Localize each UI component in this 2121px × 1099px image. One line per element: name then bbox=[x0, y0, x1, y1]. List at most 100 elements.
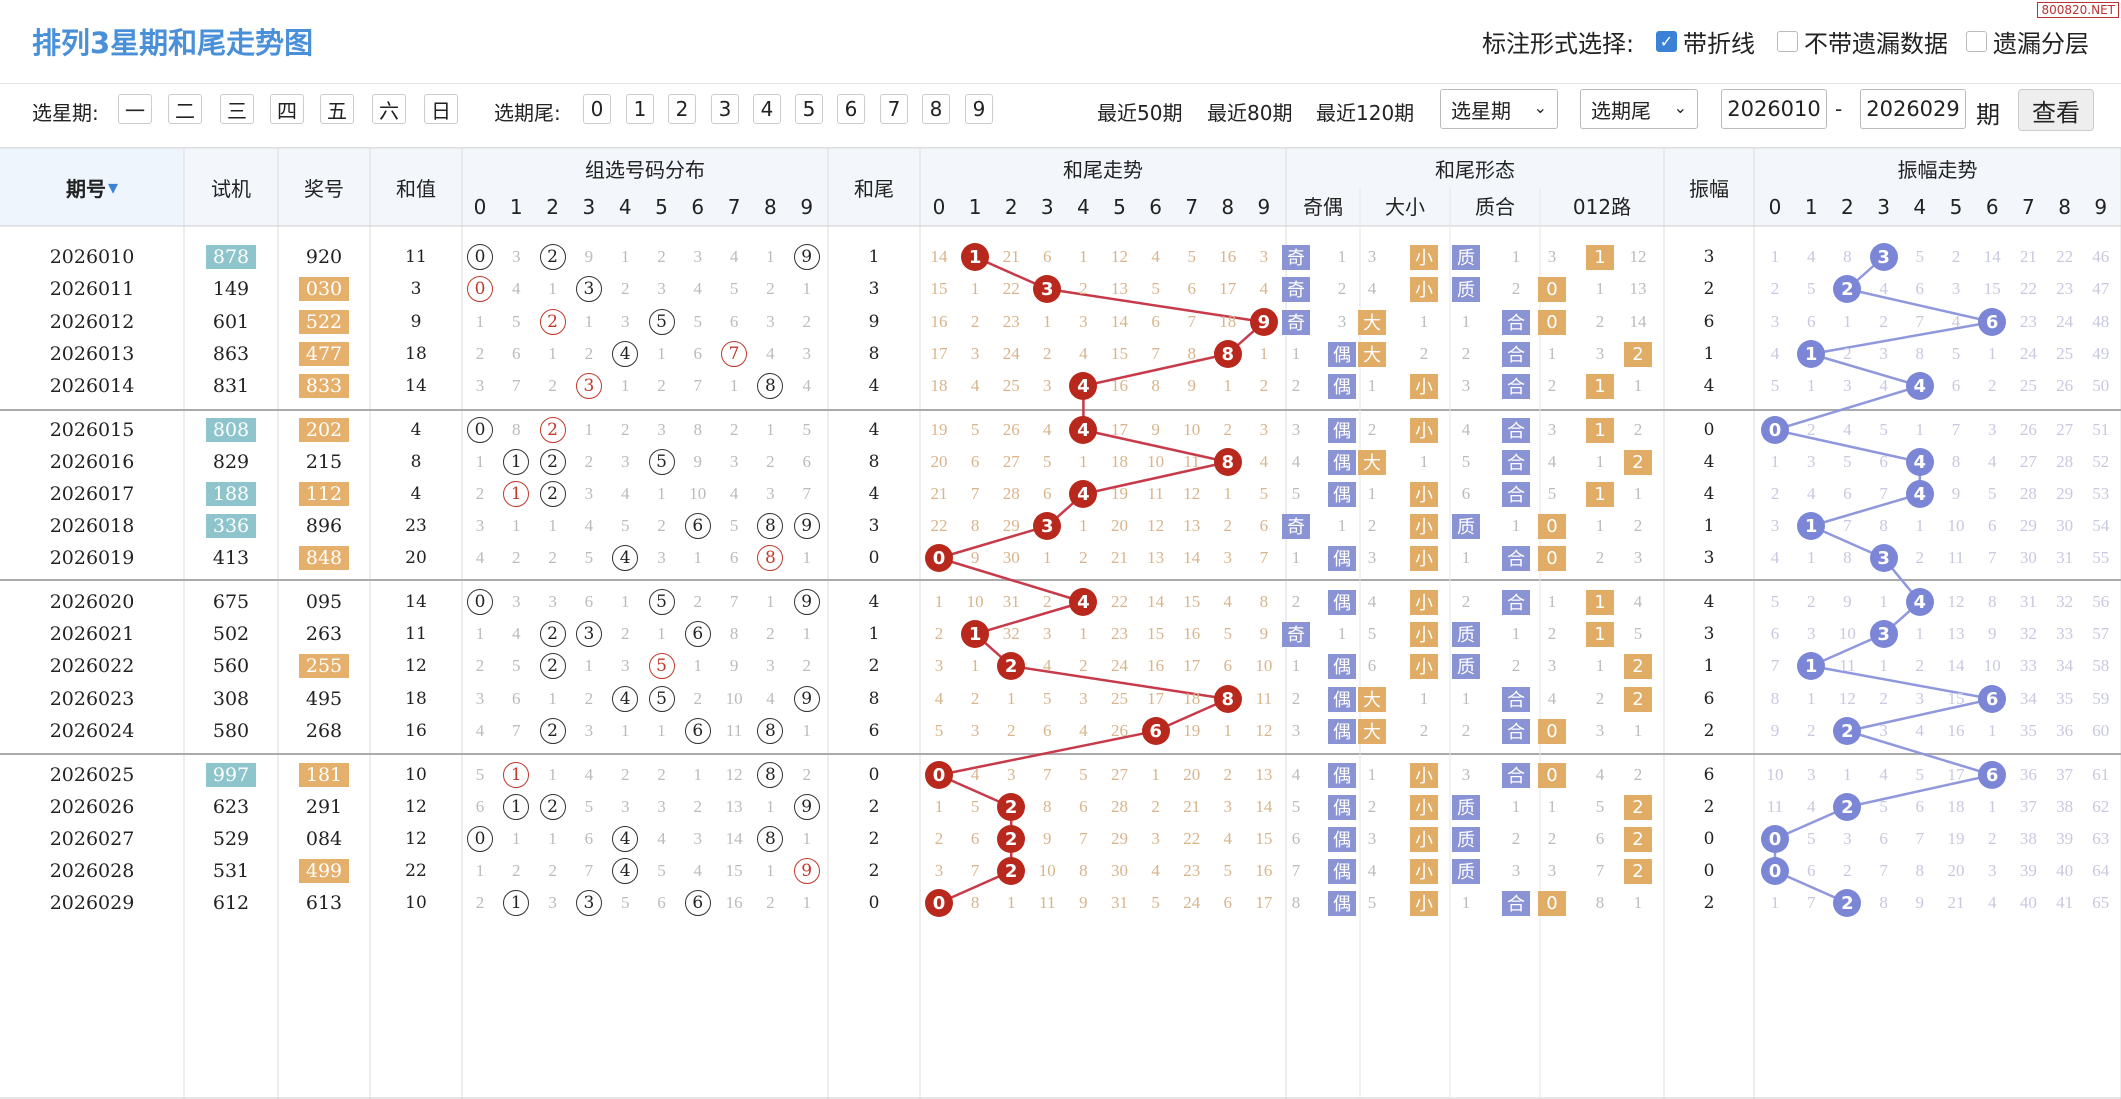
trend-ball: 3 bbox=[1033, 275, 1062, 303]
trend-cell: 7 bbox=[1175, 306, 1209, 338]
amp-miss: 6 bbox=[1806, 312, 1816, 331]
trial-cell: 997 bbox=[184, 759, 278, 791]
form-cell: 2 bbox=[1356, 414, 1388, 446]
amp-miss: 4 bbox=[1770, 548, 1780, 567]
group-cell: 1 bbox=[681, 759, 715, 791]
form-miss: 3 bbox=[1547, 247, 1557, 266]
weekday-select[interactable]: 选星期 ⌄ bbox=[1440, 89, 1558, 129]
tail-button-7[interactable]: 7 bbox=[880, 94, 908, 124]
weekday-button-2[interactable]: 二 bbox=[168, 94, 202, 124]
amp-miss: 15 bbox=[1983, 279, 2001, 298]
trend-miss: 23 bbox=[1002, 312, 1020, 331]
group-miss: 4 bbox=[729, 247, 739, 266]
weekday-button-4[interactable]: 四 bbox=[270, 94, 304, 124]
from-issue-input[interactable]: 2026010 bbox=[1721, 89, 1827, 129]
checkbox-checked-icon[interactable]: ✓ bbox=[1656, 31, 1677, 52]
trend-cell: 3 bbox=[1030, 618, 1064, 650]
tail-button-0[interactable]: 0 bbox=[583, 94, 611, 124]
prize-cell: 181 bbox=[278, 759, 370, 791]
trend-cell: 19 bbox=[1103, 478, 1137, 510]
prize-value: 848 bbox=[298, 546, 350, 570]
prize-value: 613 bbox=[305, 892, 343, 914]
tail-button-8[interactable]: 8 bbox=[922, 94, 950, 124]
amp-miss: 2 bbox=[1770, 484, 1780, 503]
group-miss: 3 bbox=[729, 452, 739, 471]
group-miss: 1 bbox=[802, 548, 811, 567]
tail-button-5[interactable]: 5 bbox=[795, 94, 823, 124]
weekday-button-7[interactable]: 日 bbox=[424, 94, 458, 124]
trend-cell: 4 bbox=[1066, 586, 1100, 618]
form-tag: 合 bbox=[1502, 417, 1530, 443]
form-cell: 2 bbox=[1280, 683, 1312, 715]
query-button[interactable]: 查看 bbox=[2018, 89, 2094, 131]
sort-down-icon[interactable]: ▾ bbox=[107, 175, 119, 199]
checkbox-icon[interactable] bbox=[1777, 31, 1798, 52]
tail-button-1[interactable]: 1 bbox=[626, 94, 654, 124]
trend-cell: 16 bbox=[1211, 241, 1245, 273]
trend-cell: 2 bbox=[1030, 586, 1064, 618]
amp-miss: 54 bbox=[2092, 516, 2110, 535]
amp-trend-cell: 18 bbox=[1939, 791, 1973, 823]
opt-polyline[interactable]: ✓ 带折线 bbox=[1656, 24, 1755, 59]
amp-ball: 4 bbox=[1905, 588, 1934, 616]
recent-50-link[interactable]: 最近50期 bbox=[1097, 101, 1183, 125]
group-cell: 1 bbox=[572, 650, 606, 682]
issue-cell: 2026023 bbox=[49, 688, 135, 710]
recent-120-link[interactable]: 最近120期 bbox=[1316, 101, 1415, 125]
weekday-button-6[interactable]: 六 bbox=[372, 94, 406, 124]
group-miss: 8 bbox=[693, 420, 703, 439]
opt-no-miss[interactable]: 不带遗漏数据 bbox=[1777, 24, 1948, 59]
amp-trend-cell: 6 bbox=[1794, 306, 1828, 338]
form-cell: 14 bbox=[1622, 306, 1654, 338]
trend-miss: 17 bbox=[1147, 689, 1165, 708]
trend-miss: 2 bbox=[970, 689, 980, 708]
form-tag: 小 bbox=[1410, 481, 1438, 507]
weekday-button-5[interactable]: 五 bbox=[320, 94, 354, 124]
tail-button-6[interactable]: 6 bbox=[837, 94, 865, 124]
amp-miss: 1 bbox=[1806, 376, 1816, 395]
group-miss: 1 bbox=[766, 861, 775, 880]
tail-button-9[interactable]: 9 bbox=[965, 94, 993, 124]
trend-cell: 15 bbox=[922, 273, 956, 305]
trend-cell: 12 bbox=[1103, 241, 1137, 273]
amp-miss: 5 bbox=[1987, 484, 1997, 503]
group-hit-ring: 2 bbox=[539, 449, 566, 475]
tail-button-2[interactable]: 2 bbox=[668, 94, 696, 124]
amp-miss: 10 bbox=[1766, 765, 1784, 784]
weekday-button-1[interactable]: 一 bbox=[118, 94, 152, 124]
tail-button-3[interactable]: 3 bbox=[711, 94, 739, 124]
checkbox-icon[interactable] bbox=[1966, 31, 1987, 52]
recent-80-link[interactable]: 最近80期 bbox=[1207, 101, 1293, 125]
group-cell: 4 bbox=[608, 478, 642, 510]
form-tag: 奇 bbox=[1282, 309, 1310, 335]
amp-miss: 1 bbox=[1806, 689, 1816, 708]
form-cell: 2 bbox=[1280, 586, 1312, 618]
trend-cell: 1 bbox=[958, 273, 992, 305]
group-hit-ring: 6 bbox=[684, 621, 711, 647]
amp-trend-cell: 12 bbox=[1939, 586, 1973, 618]
trend-cell: 22 bbox=[922, 510, 956, 542]
opt-miss-layer[interactable]: 遗漏分层 bbox=[1966, 24, 2089, 59]
group-hit-ring: 0 bbox=[467, 276, 493, 302]
group-cell: 6 bbox=[681, 338, 715, 370]
trend-miss: 14 bbox=[1147, 592, 1165, 611]
group-miss: 2 bbox=[657, 516, 666, 535]
to-issue-input[interactable]: 2026029 bbox=[1860, 89, 1966, 129]
trend-digit-header: 3 bbox=[1040, 195, 1054, 219]
weekday-button-3[interactable]: 三 bbox=[220, 94, 254, 124]
group-hit-ring: 4 bbox=[612, 545, 639, 571]
group-cell: 5 bbox=[608, 887, 642, 919]
group-miss: 3 bbox=[512, 592, 521, 611]
amp-miss: 39 bbox=[2056, 829, 2074, 848]
form-cell: 质 bbox=[1450, 510, 1482, 542]
form-miss: 1 bbox=[1461, 548, 1471, 567]
group-cell: 1 bbox=[753, 855, 787, 887]
amp-trend-cell: 2 bbox=[1830, 887, 1864, 919]
amp-trend-cell: 61 bbox=[2084, 759, 2118, 791]
group-miss: 3 bbox=[657, 548, 666, 567]
tail-select[interactable]: 选期尾 ⌄ bbox=[1580, 89, 1698, 129]
form-cell: 1 bbox=[1356, 478, 1388, 510]
group-miss: 11 bbox=[725, 721, 743, 740]
group-miss: 1 bbox=[548, 765, 557, 784]
tail-button-4[interactable]: 4 bbox=[753, 94, 781, 124]
